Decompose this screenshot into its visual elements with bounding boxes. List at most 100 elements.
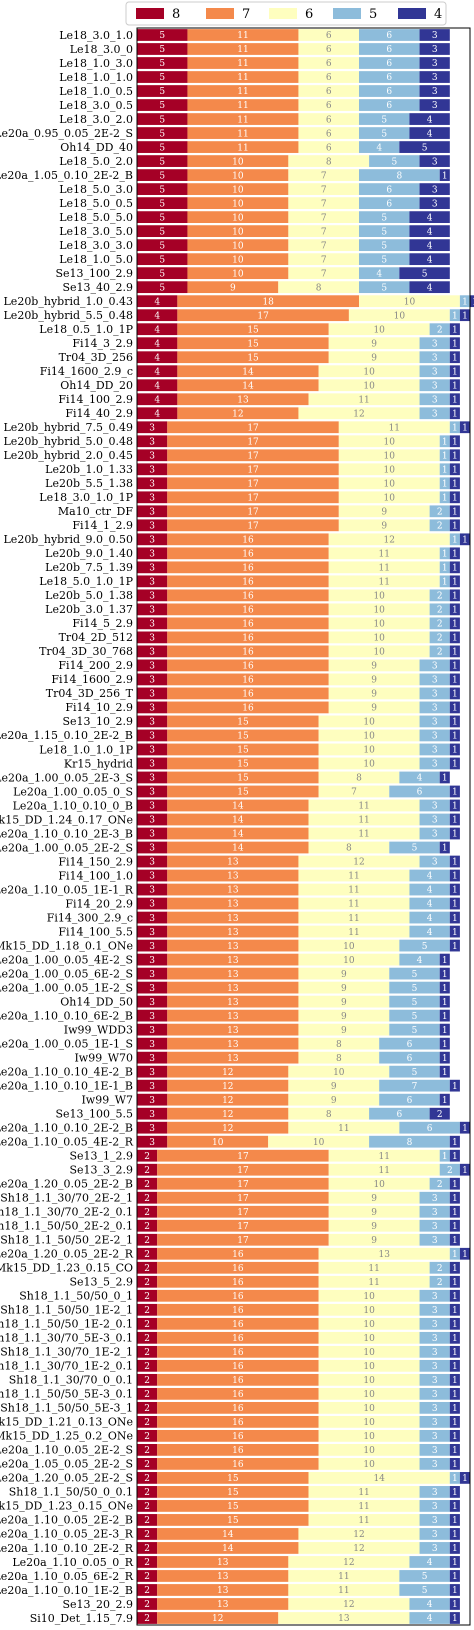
data-label: 3 (149, 465, 155, 475)
bar-segment-8 (137, 295, 178, 308)
data-label: 13 (227, 858, 239, 868)
data-label: 7 (412, 1082, 418, 1092)
data-label: 5 (412, 998, 418, 1008)
data-label: 13 (227, 928, 239, 938)
bar-segment-8 (137, 841, 168, 854)
data-label: 1 (442, 1054, 448, 1064)
data-label: 3 (432, 157, 438, 167)
data-label: 3 (149, 900, 155, 910)
bar-segment-4 (449, 855, 460, 868)
data-label: 16 (232, 1334, 244, 1344)
bar-segment-5 (429, 1275, 450, 1288)
data-label: 3 (149, 648, 155, 658)
data-label: 2 (144, 1292, 150, 1302)
bar-segment-5 (379, 1037, 440, 1050)
bar-segment-4 (449, 701, 460, 714)
bar-segment-4 (409, 225, 450, 238)
data-label: 3 (432, 676, 438, 686)
bar-segment-6 (318, 379, 420, 392)
bar-segment-8 (137, 883, 168, 896)
data-label: 1 (442, 1040, 448, 1050)
bar-segment-5 (419, 1514, 450, 1526)
bar-segment-6 (318, 1359, 420, 1372)
data-label: 11 (358, 395, 369, 405)
bar-segment-7 (177, 323, 329, 336)
bar-segment-5 (449, 533, 460, 546)
bar-segment-4 (449, 939, 460, 952)
data-label: 16 (242, 564, 254, 574)
data-label: 3 (149, 606, 155, 616)
bar-segment-5 (359, 267, 400, 280)
data-label: 3 (149, 998, 155, 1008)
bar-segment-8 (137, 1401, 158, 1414)
bar-row: 3 16 10 2 1 (137, 631, 460, 644)
bar-segment-7 (167, 799, 309, 812)
bar-segment-7 (167, 967, 299, 980)
bar-segment-8 (137, 1542, 158, 1554)
bar-row: 2 16 10 3 1 (137, 1444, 460, 1456)
bar-segment-8 (137, 687, 168, 700)
bar-segment-6 (318, 785, 390, 798)
data-label: 2 (144, 1544, 150, 1554)
data-label: 16 (242, 536, 254, 546)
data-label: 2 (144, 1194, 150, 1204)
data-label: 1 (442, 451, 448, 461)
bar-segment-7 (167, 1093, 289, 1106)
bar-segment-7 (187, 239, 289, 252)
bar-segment-7 (177, 379, 319, 392)
bar-segment-6 (298, 99, 359, 111)
data-label: 16 (232, 1278, 244, 1288)
bar-segment-4 (419, 197, 450, 209)
data-label: 9 (371, 1208, 377, 1218)
data-label: 3 (149, 1124, 155, 1134)
data-label: 9 (381, 508, 387, 518)
bar-segment-6 (298, 113, 359, 125)
bar-segment-4 (459, 309, 470, 322)
data-label: 1 (452, 1292, 458, 1302)
data-label: 14 (232, 802, 244, 812)
bar-row: 3 17 10 1 1 (137, 449, 460, 461)
bar-segment-5 (419, 1429, 450, 1442)
bar-row: 5 11 6 6 3 (137, 85, 450, 97)
data-label: 1 (452, 592, 458, 602)
bar-row: 3 14 8 5 1 (137, 841, 450, 854)
category-label: Se13_40_2.9 (62, 281, 133, 294)
bar-segment-4 (449, 603, 460, 616)
bar-segment-4 (459, 1121, 470, 1134)
data-label: 10 (363, 732, 375, 742)
data-label: 1 (442, 171, 448, 181)
data-label: 15 (237, 718, 249, 728)
data-label: 1 (452, 1404, 458, 1414)
bar-segment-8 (137, 1023, 168, 1036)
category-label: Fi14_1600_2.9_c (40, 365, 133, 378)
bar-segment-7 (187, 169, 289, 181)
bar-segment-8 (137, 1514, 158, 1526)
category-label: Fi14_20_2.9 (65, 897, 133, 910)
bar-segment-6 (328, 603, 430, 616)
category-label: Se13_100_2.9 (55, 267, 133, 280)
data-label: 6 (326, 31, 332, 41)
data-label: 10 (232, 213, 244, 223)
bar-row: 4 17 10 1 1 (137, 309, 470, 321)
bar-row: 3 16 11 1 1 (137, 575, 460, 588)
bar-segment-8 (137, 855, 168, 868)
bar-segment-6 (288, 1065, 390, 1078)
data-label: 5 (412, 984, 418, 994)
data-label: 17 (247, 479, 259, 489)
data-label: 13 (227, 998, 239, 1008)
bar-segment-7 (157, 1415, 319, 1428)
data-label: 12 (232, 409, 243, 419)
bar-segment-8 (137, 477, 168, 490)
bar-segment-5 (359, 197, 420, 209)
data-label: 9 (331, 1082, 337, 1092)
bar-segment-6 (298, 911, 410, 924)
bar-segment-5 (399, 939, 450, 952)
data-label: 1 (452, 872, 458, 882)
data-label: 11 (358, 1488, 369, 1498)
data-label: 3 (432, 1222, 438, 1232)
bar-segment-5 (359, 281, 410, 294)
bar-row: 3 16 11 1 1 (137, 561, 460, 574)
bar-row: 4 15 9 3 1 (137, 351, 460, 363)
data-label: 11 (338, 1586, 349, 1596)
bar-segment-8 (137, 1009, 168, 1022)
